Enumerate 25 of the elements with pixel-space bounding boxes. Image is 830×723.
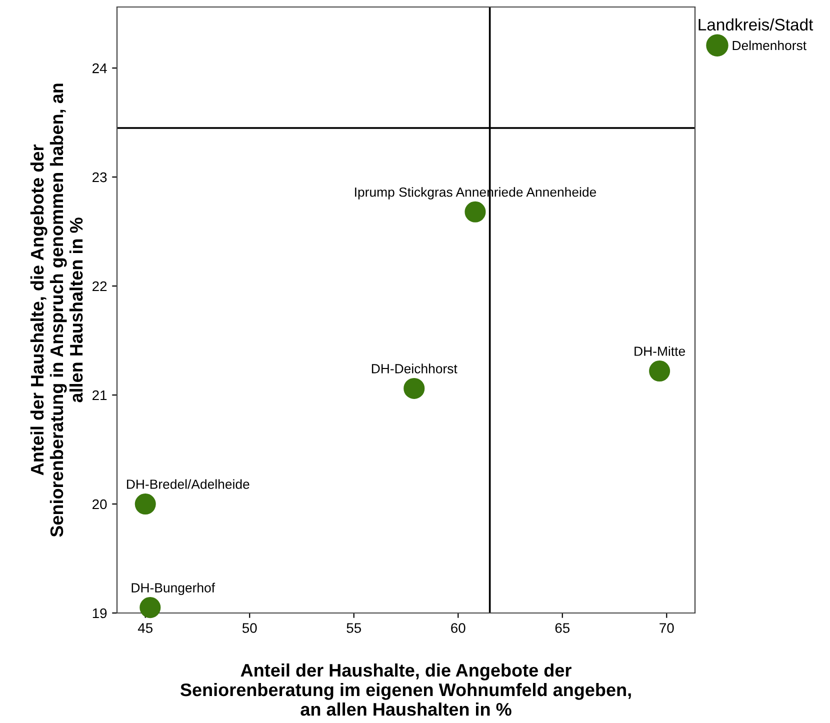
x-tick-label: 50 (242, 623, 257, 633)
x-tick-label: 45 (138, 623, 152, 633)
y-tick-label: 23 (92, 172, 107, 182)
point (134, 493, 156, 515)
point (404, 378, 425, 399)
y-tick-label: 19 (92, 608, 107, 618)
y-tick-label: 24 (92, 63, 107, 74)
point (649, 360, 670, 382)
legend-title: Landkreis/Stadt (698, 18, 814, 31)
x-axis-title: Anteil der Haushalte, die Angebote der Seniorenberatung im eigenen Wohnumfeld angeben, an allen Haushalten in % (180, 663, 631, 716)
point (464, 201, 486, 222)
y-tick-label: 20 (92, 499, 107, 510)
point (140, 597, 161, 618)
legend-label: Delmenhorst (732, 40, 806, 50)
annotation: DH-Bredel/Adelheide (126, 479, 250, 489)
annotation: DH-Deichhorst (372, 364, 458, 374)
x-tick-label: 70 (660, 623, 674, 633)
y-tick-label: 22 (92, 281, 107, 292)
y-tick-label: 21 (92, 390, 107, 400)
x-tick-label: 65 (555, 623, 570, 633)
annotation: DH-Mitte (634, 346, 685, 356)
y-axis-title: Anteil der Haushalte, die Angebote der Seniorenberatung in Anspruch genommen haben, an allen Haushalten in % (30, 84, 83, 537)
x-tick-label: 60 (451, 623, 466, 633)
annotation: DH-Bungerhof (132, 582, 216, 596)
x-tick-label: 55 (346, 623, 362, 633)
